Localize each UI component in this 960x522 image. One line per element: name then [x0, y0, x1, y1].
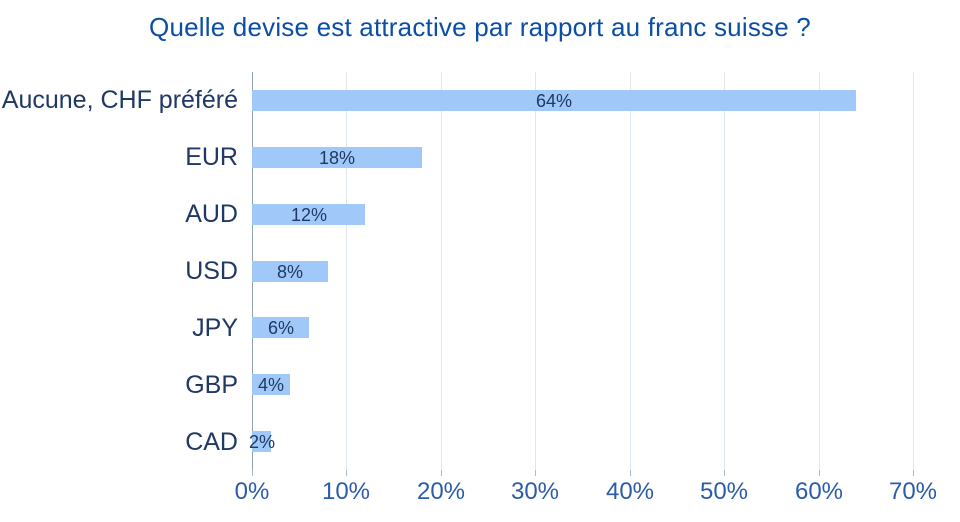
bar-value-label: 4%	[257, 375, 285, 395]
plot-area: 64% 18% 12% 8% 6% 4% 2%	[248, 72, 914, 476]
bar-value-label: 2%	[248, 432, 276, 452]
gridline	[630, 72, 631, 470]
x-tick-label: 60%	[794, 478, 844, 505]
bar	[252, 261, 328, 282]
bar-value-label: 6%	[267, 318, 295, 338]
gridline	[535, 72, 536, 470]
x-tick-label: 0%	[234, 478, 270, 505]
category-label: CAD	[185, 428, 238, 456]
bar-value-label: 8%	[276, 262, 304, 282]
bar-value-label: 12%	[290, 205, 328, 225]
bar	[252, 147, 422, 168]
x-tick-label: 70%	[888, 478, 938, 505]
x-tick-mark	[724, 470, 725, 476]
gridline	[913, 72, 914, 470]
x-tick-mark	[252, 470, 253, 476]
x-tick-mark	[630, 470, 631, 476]
category-label: AUD	[185, 200, 238, 228]
x-tick-mark	[819, 470, 820, 476]
category-label: EUR	[185, 143, 238, 171]
bar-value-label: 18%	[318, 148, 356, 168]
x-tick-label: 40%	[605, 478, 655, 505]
category-label: Aucune, CHF préféré	[1, 86, 238, 114]
bar-value-label: 64%	[535, 91, 573, 111]
x-tick-mark	[535, 470, 536, 476]
x-tick-label: 10%	[321, 478, 371, 505]
gridline	[441, 72, 442, 470]
bar	[252, 90, 856, 111]
x-tick-mark	[913, 470, 914, 476]
gridline	[724, 72, 725, 470]
category-label: JPY	[192, 314, 238, 342]
bar	[252, 204, 365, 225]
bar	[252, 431, 271, 452]
gridline	[819, 72, 820, 470]
x-tick-label: 50%	[699, 478, 749, 505]
category-label: USD	[185, 257, 238, 285]
x-tick-label: 30%	[510, 478, 560, 505]
bar	[252, 374, 290, 395]
gridline	[346, 72, 347, 470]
bar	[252, 317, 309, 338]
category-label: GBP	[185, 371, 238, 399]
x-tick-mark	[346, 470, 347, 476]
chart-title: Quelle devise est attractive par rapport…	[149, 12, 811, 42]
x-tick-mark	[441, 470, 442, 476]
x-tick-label: 20%	[416, 478, 466, 505]
